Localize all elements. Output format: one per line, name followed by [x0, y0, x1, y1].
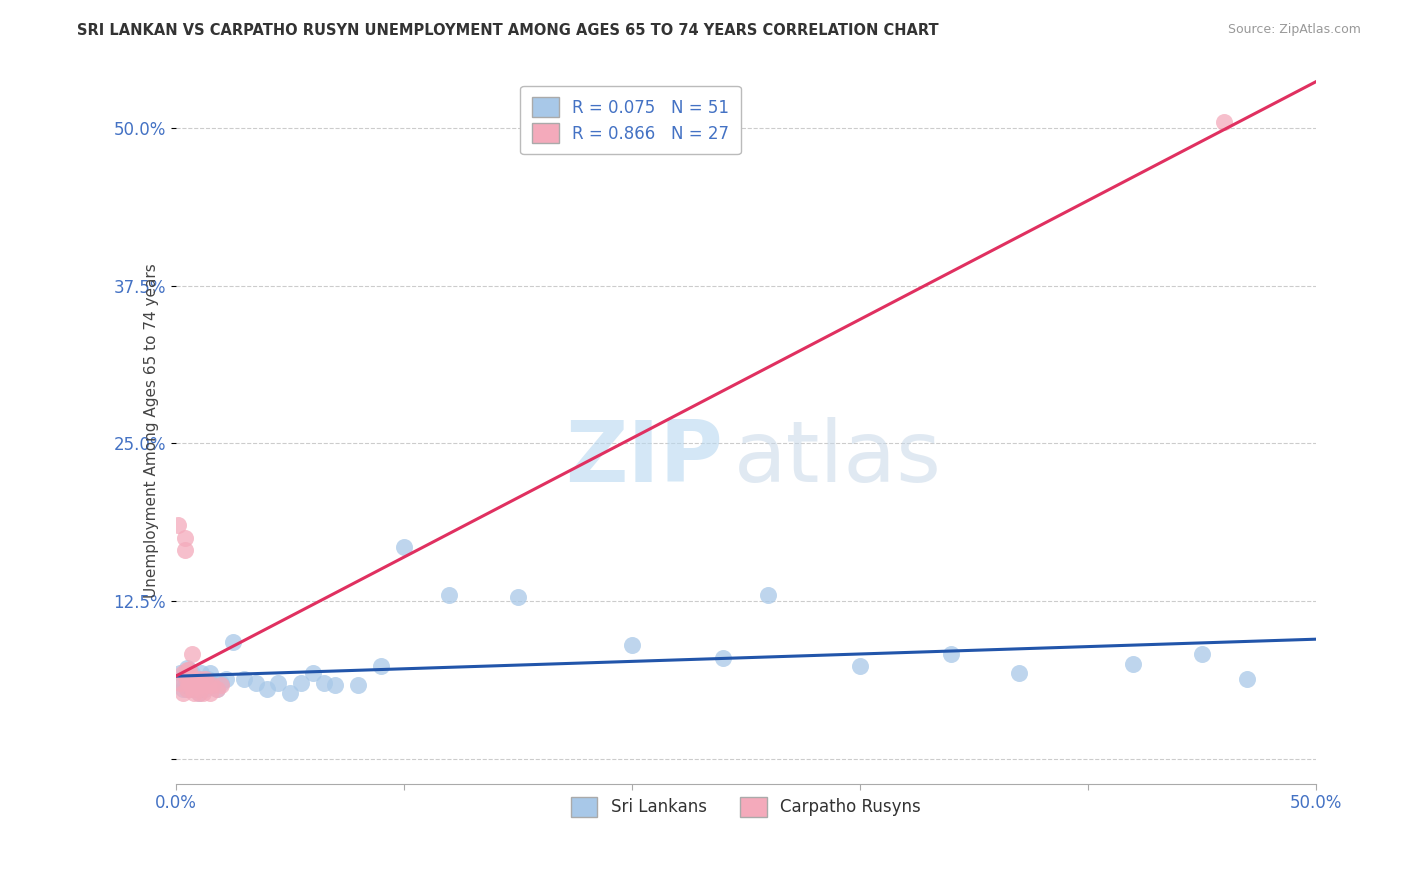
Point: [172, 682, 194, 697]
Point: [187, 686, 209, 700]
Point: [1008, 665, 1031, 680]
Point: [176, 673, 198, 688]
Point: [194, 682, 217, 697]
Point: [256, 682, 278, 697]
Point: [183, 672, 205, 686]
Point: [711, 650, 734, 665]
Point: [758, 588, 780, 602]
Text: ZIP: ZIP: [565, 417, 723, 500]
Point: [209, 678, 232, 692]
Point: [939, 647, 962, 661]
Point: [370, 659, 392, 673]
Point: [506, 590, 529, 604]
Point: [222, 635, 245, 649]
Point: [1122, 657, 1144, 671]
Point: [167, 518, 190, 533]
Point: [347, 678, 370, 692]
Point: [201, 678, 224, 692]
Point: [176, 661, 198, 675]
Point: [201, 678, 224, 692]
Point: [173, 678, 195, 692]
Point: [392, 540, 415, 554]
Point: [183, 682, 205, 697]
Point: [173, 665, 195, 680]
Point: [267, 676, 290, 690]
Point: [176, 682, 198, 697]
Text: SRI LANKAN VS CARPATHO RUSYN UNEMPLOYMENT AMONG AGES 65 TO 74 YEARS CORRELATION : SRI LANKAN VS CARPATHO RUSYN UNEMPLOYMEN…: [77, 23, 939, 38]
Point: [179, 663, 201, 677]
Point: [312, 676, 335, 690]
Point: [290, 676, 312, 690]
Point: [198, 686, 221, 700]
Point: [191, 676, 214, 690]
Text: Source: ZipAtlas.com: Source: ZipAtlas.com: [1227, 23, 1361, 37]
Y-axis label: Unemployment Among Ages 65 to 74 years: Unemployment Among Ages 65 to 74 years: [143, 263, 159, 598]
Point: [439, 588, 461, 602]
Point: [176, 672, 198, 686]
Point: [179, 673, 201, 688]
Point: [179, 663, 201, 677]
Point: [187, 672, 209, 686]
Point: [215, 672, 238, 686]
Point: [848, 659, 870, 673]
Point: [301, 665, 323, 680]
Point: [187, 686, 209, 700]
Point: [186, 678, 208, 692]
Point: [209, 676, 232, 690]
Point: [1191, 647, 1213, 661]
Point: [169, 676, 191, 690]
Point: [194, 672, 217, 686]
Point: [173, 543, 195, 558]
Point: [186, 676, 208, 690]
Point: [1236, 672, 1258, 686]
Point: [1213, 114, 1236, 128]
Point: [183, 686, 205, 700]
Point: [180, 647, 202, 661]
Point: [191, 686, 214, 700]
Point: [620, 638, 643, 652]
Point: [180, 682, 202, 697]
Point: [172, 686, 194, 700]
Point: [197, 672, 219, 686]
Point: [172, 665, 194, 680]
Point: [198, 665, 221, 680]
Point: [197, 678, 219, 692]
Point: [179, 676, 201, 690]
Point: [172, 676, 194, 690]
Point: [325, 678, 347, 692]
Point: [190, 682, 212, 697]
Point: [176, 682, 198, 697]
Point: [180, 665, 202, 680]
Point: [176, 663, 198, 677]
Point: [187, 672, 209, 686]
Text: atlas: atlas: [734, 417, 942, 500]
Point: [205, 682, 228, 697]
Point: [190, 678, 212, 692]
Point: [205, 682, 228, 697]
Point: [183, 672, 205, 686]
Point: [245, 676, 267, 690]
Point: [278, 686, 301, 700]
Point: [190, 665, 212, 680]
Point: [180, 682, 202, 697]
Legend: Sri Lankans, Carpatho Rusyns: Sri Lankans, Carpatho Rusyns: [562, 789, 929, 825]
Point: [233, 672, 256, 686]
Point: [173, 531, 195, 545]
Point: [169, 665, 191, 680]
